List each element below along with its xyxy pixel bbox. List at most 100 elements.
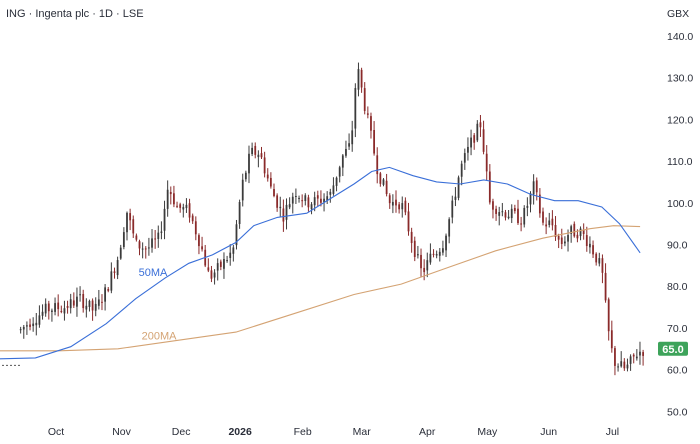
candle-body: [610, 330, 613, 349]
candle-body: [144, 248, 147, 250]
candle: [301, 194, 304, 208]
candle-body: [213, 272, 216, 278]
candle: [295, 188, 297, 204]
candle: [370, 112, 372, 139]
candle-body: [304, 195, 307, 201]
candle: [72, 292, 75, 308]
candle-body: [363, 88, 366, 111]
candle: [110, 262, 113, 294]
candle: [620, 351, 623, 368]
candle: [473, 133, 476, 150]
candle: [617, 363, 619, 372]
candle: [476, 120, 479, 143]
candle-body: [457, 177, 460, 198]
candle-body: [473, 135, 476, 143]
y-tick-label: 120.0: [667, 114, 693, 126]
candle-body: [316, 195, 319, 199]
candle: [435, 250, 438, 259]
candle-body: [323, 198, 325, 203]
candle-body: [88, 300, 91, 307]
candle: [22, 324, 25, 339]
y-tick-label: 80.0: [667, 281, 688, 293]
candle: [388, 193, 391, 209]
candle-body: [448, 219, 451, 237]
candle: [551, 210, 554, 231]
candle: [520, 216, 523, 232]
candle: [76, 287, 78, 317]
candle-body: [423, 267, 426, 273]
ma50-line: [0, 166, 641, 360]
candle-body: [385, 180, 388, 195]
candle-body: [357, 69, 360, 90]
x-tick-label: Dec: [172, 426, 191, 438]
candle: [104, 284, 107, 311]
candle: [19, 326, 22, 334]
candle-body: [191, 215, 194, 222]
candle-body: [91, 300, 94, 311]
candle: [69, 293, 72, 314]
candle: [269, 172, 272, 189]
candle-body: [592, 245, 594, 255]
candle-body: [373, 129, 376, 154]
candle: [32, 317, 35, 332]
candle-body: [210, 270, 213, 279]
candle-body: [335, 177, 338, 186]
candle-body: [601, 258, 604, 273]
candle-body: [194, 221, 197, 235]
candle-body: [313, 197, 316, 206]
candle-body: [248, 153, 250, 174]
candle: [82, 289, 85, 313]
x-tick-label: Apr: [419, 426, 436, 438]
candle-body: [301, 200, 304, 202]
candle: [63, 300, 66, 321]
y-tick-label: 70.0: [667, 323, 688, 335]
x-tick-label: Jul: [606, 426, 619, 438]
candle: [263, 151, 266, 178]
candle-body: [567, 235, 569, 242]
candle: [373, 121, 376, 156]
candle-body: [470, 137, 472, 148]
candle: [564, 236, 566, 247]
candle-body: [582, 229, 585, 234]
candle-body: [41, 311, 44, 316]
candle: [288, 197, 291, 210]
candle-body: [348, 143, 350, 147]
candle: [279, 196, 282, 218]
candle: [498, 206, 501, 226]
candle: [229, 244, 232, 266]
candle: [504, 209, 507, 221]
candle-body: [345, 148, 347, 156]
candle: [201, 236, 203, 252]
candle: [182, 203, 185, 218]
candle-body: [219, 261, 222, 267]
candle-body: [57, 302, 60, 310]
candle-body: [182, 207, 185, 210]
candle: [416, 245, 419, 259]
candle: [560, 228, 563, 250]
candle-body: [351, 130, 354, 145]
candle-body: [376, 155, 379, 175]
candle: [488, 164, 491, 205]
candle: [501, 202, 504, 217]
candle-body: [19, 329, 22, 331]
candle: [507, 210, 510, 220]
candle: [538, 188, 541, 218]
candle: [238, 199, 241, 229]
candle-body: [379, 173, 382, 184]
candle: [592, 240, 594, 258]
candle: [460, 160, 463, 186]
candles-layer: [19, 62, 644, 376]
candle: [513, 204, 516, 214]
candle: [526, 197, 529, 217]
candle-body: [404, 200, 407, 213]
candle: [213, 269, 216, 285]
candle-body: [560, 237, 563, 244]
candle-body: [526, 205, 529, 208]
candle-body: [488, 171, 491, 203]
candle: [244, 170, 247, 182]
candle-body: [513, 208, 516, 212]
candle: [341, 153, 344, 177]
candle-body: [310, 204, 313, 210]
candle: [438, 248, 441, 262]
candle: [426, 252, 429, 278]
